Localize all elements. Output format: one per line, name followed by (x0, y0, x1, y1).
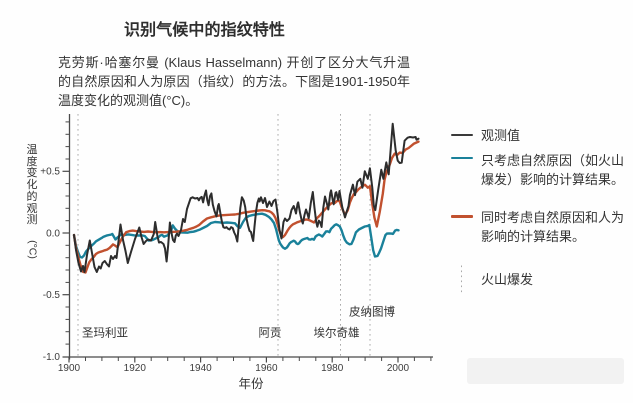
svg-text:1980: 1980 (321, 363, 344, 374)
svg-text:1940: 1940 (189, 363, 212, 374)
svg-text:2000: 2000 (387, 363, 410, 374)
svg-text:埃尔奇雄: 埃尔奇雄 (314, 326, 360, 340)
svg-text:1900: 1900 (58, 363, 81, 374)
svg-text:年份: 年份 (239, 377, 265, 391)
svg-text:1920: 1920 (124, 363, 147, 374)
svg-text:-0.5: -0.5 (43, 290, 61, 301)
svg-text:-1.0: -1.0 (43, 352, 61, 363)
svg-text:0.0: 0.0 (46, 228, 60, 239)
svg-text:皮纳图博: 皮纳图博 (349, 306, 395, 319)
svg-text:阿贡: 阿贡 (259, 327, 282, 340)
svg-text:1960: 1960 (255, 363, 278, 374)
svg-text:圣玛利亚: 圣玛利亚 (82, 327, 128, 340)
svg-text:+0.5: +0.5 (40, 167, 60, 178)
